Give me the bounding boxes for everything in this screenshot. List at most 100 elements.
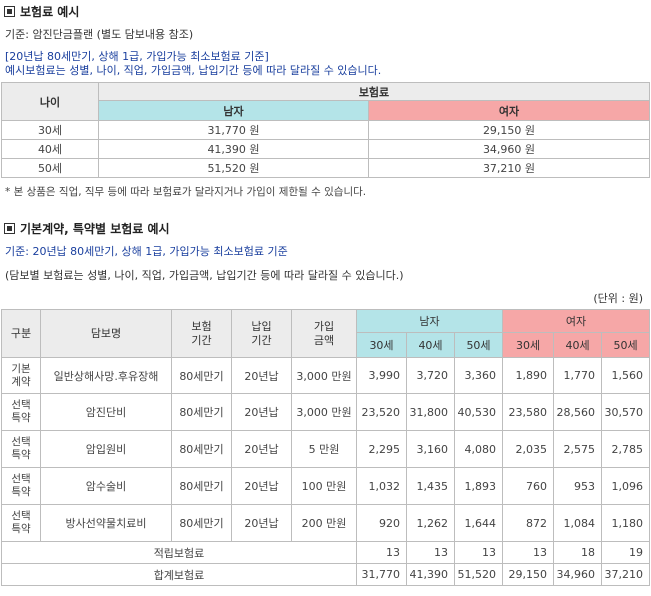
coverage-amount-cell: 100 만원 [291,467,357,505]
coverage-type-cell: 기본 계약 [1,357,41,394]
female-premium-cell: 37,210 [601,563,651,586]
male-premium-cell: 13 [356,541,407,564]
male-premium-cell: 4,080 [453,430,504,468]
payment-period-header: 납입 기간 [231,309,292,358]
table-row: 선택 특약 암입원비 80세만기 20년납 5 만원 2,295 3,160 4,080 2,0… [1,430,651,468]
table-row: 선택 특약 암진단비 80세만기 20년납 3,000 만원 23,520 31,800 40… [1,393,651,431]
male-premium-cell: 3,720 [406,357,455,394]
male-premium-cell: 1,262 [406,504,455,542]
male-premium-cell: 31,770 원 [98,120,369,140]
payment-period-cell: 20년납 [231,393,292,431]
type-header: 구분 [1,309,41,358]
insurance-period-cell: 80세만기 [171,467,232,505]
male-premium-cell: 1,435 [406,467,455,505]
male-premium-cell: 3,360 [453,357,504,394]
payment-period-cell: 20년납 [231,430,292,468]
premium-header: 보험료 [98,82,650,101]
age-cell: 30세 [1,120,99,140]
female-age-header: 30세 [502,332,555,358]
coverage-name-cell: 암입원비 [40,430,172,468]
insurance-period-cell: 80세만기 [171,357,232,394]
age-cell: 40세 [1,139,99,159]
payment-period-cell: 20년납 [231,357,292,394]
female-premium-cell: 2,575 [553,430,603,468]
male-premium-cell: 51,520 [453,563,504,586]
female-premium-cell: 1,096 [601,467,651,505]
premium-example-table: 나이 보험료 남자 여자 30세 31,770 원 29,150 원 40세 4… [1,82,650,178]
female-premium-cell: 29,150 원 [368,120,650,140]
unit-label: (단위 : 원) [593,292,643,305]
male-premium-cell: 41,390 원 [98,139,369,159]
female-premium-cell: 1,890 [502,357,555,394]
savings-premium-row: 적립보험료 13 13 13 13 18 19 [1,541,651,564]
male-age-header: 40세 [406,332,455,358]
square-bullet-icon [4,6,15,17]
female-premium-cell: 29,150 [502,563,555,586]
insurance-period-cell: 80세만기 [171,504,232,542]
male-premium-cell: 31,770 [356,563,407,586]
coverage-name-cell: 암진단비 [40,393,172,431]
male-premium-cell: 13 [406,541,455,564]
table-row: 50세 51,520 원 37,210 원 [1,158,650,178]
rider-premium-table: 구분 담보명 보험 기간 납입 기간 가입 금액 남자 여자 30세 40세 5… [1,309,651,586]
coverage-name-cell: 일반상해사망.후유장해 [40,357,172,394]
female-premium-cell: 34,960 [553,563,603,586]
female-premium-cell: 18 [553,541,603,564]
coverage-name-cell: 방사선약물치료비 [40,504,172,542]
payment-period-cell: 20년납 [231,467,292,505]
female-age-header: 50세 [601,332,651,358]
table-row: 40세 41,390 원 34,960 원 [1,139,650,159]
table-row: 30세 31,770 원 29,150 원 [1,120,650,140]
total-premium-label: 합계보험료 [1,563,357,586]
savings-premium-label: 적립보험료 [1,541,357,564]
male-premium-cell: 1,644 [453,504,504,542]
male-header: 남자 [98,100,369,121]
table-row: 기본 계약 일반상해사망.후유장해 80세만기 20년납 3,000 만원 3,990 3,… [1,357,651,394]
female-premium-cell: 23,580 [502,393,555,431]
section2-title: 기본계약, 특약별 보험료 예시 [4,220,170,237]
section1-title: 보험료 예시 [4,3,79,20]
section2-basis: 기준: 20년납 80세만기, 상해 1급, 가입가능 최소보험료 기준 [5,245,288,258]
coverage-type-cell: 선택 특약 [1,393,41,431]
male-age-header: 50세 [453,332,504,358]
female-premium-cell: 2,785 [601,430,651,468]
table-row: 선택 특약 방사선약물치료비 80세만기 20년납 200 만원 920 1,262 1,64… [1,504,651,542]
female-premium-cell: 28,560 [553,393,603,431]
section1-basis: 기준: 암진단금플랜 (별도 담보내용 참조) [5,28,194,41]
male-premium-cell: 51,520 원 [98,158,369,178]
coverage-amount-cell: 200 만원 [291,504,357,542]
square-bullet-icon [4,223,15,234]
male-premium-cell: 13 [453,541,504,564]
male-premium-cell: 3,160 [406,430,455,468]
female-header: 여자 [502,309,651,333]
insurance-period-header: 보험 기간 [171,309,232,358]
section1-footnote: * 본 상품은 직업, 직무 등에 따라 보험료가 달라지거나 가입이 제한될 … [5,186,367,198]
male-premium-cell: 1,893 [453,467,504,505]
female-premium-cell: 37,210 원 [368,158,650,178]
section1-title-text: 보험료 예시 [20,5,80,19]
female-premium-cell: 2,035 [502,430,555,468]
coverage-amount-cell: 3,000 만원 [291,357,357,394]
female-header: 여자 [368,100,650,121]
coverage-type-cell: 선택 특약 [1,467,41,505]
female-premium-cell: 30,570 [601,393,651,431]
coverage-name-header: 담보명 [40,309,172,358]
female-premium-cell: 34,960 원 [368,139,650,159]
female-premium-cell: 1,560 [601,357,651,394]
insurance-period-cell: 80세만기 [171,430,232,468]
female-premium-cell: 1,180 [601,504,651,542]
section1-note-line1: [20년납 80세만기, 상해 1급, 가입가능 최소보험료 기준] [5,50,269,63]
female-premium-cell: 760 [502,467,555,505]
female-age-header: 40세 [553,332,603,358]
male-premium-cell: 40,530 [453,393,504,431]
female-premium-cell: 1,084 [553,504,603,542]
age-cell: 50세 [1,158,99,178]
total-premium-row: 합계보험료 31,770 41,390 51,520 29,150 34,960 37,21… [1,563,651,586]
male-premium-cell: 31,800 [406,393,455,431]
male-premium-cell: 23,520 [356,393,407,431]
male-premium-cell: 3,990 [356,357,407,394]
insurance-period-cell: 80세만기 [171,393,232,431]
male-premium-cell: 1,032 [356,467,407,505]
male-premium-cell: 920 [356,504,407,542]
age-header: 나이 [1,82,99,121]
